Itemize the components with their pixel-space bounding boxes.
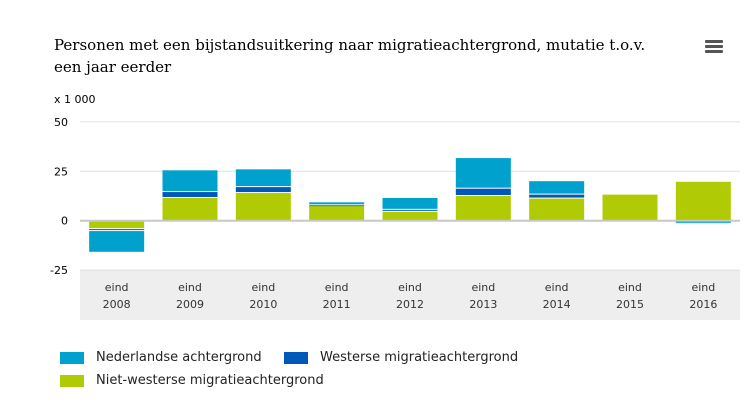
x-tick-label: 2015 [616, 298, 644, 311]
menu-icon[interactable] [705, 40, 723, 54]
legend-label: Nederlandse achtergrond [96, 350, 262, 365]
bar-niet-westerse-migratieachtergrond [382, 211, 438, 221]
legend-item[interactable]: Westerse migratieachtergrond [284, 350, 518, 365]
bar-nederlandse-achtergrond [235, 169, 291, 187]
x-tick-label: 2008 [103, 298, 131, 311]
bar-westerse-migratieachtergrond [309, 205, 365, 207]
x-tick-label: 2009 [176, 298, 204, 311]
y-tick-label: 50 [54, 116, 68, 129]
chart-title: Personen met een bijstandsuitkering naar… [54, 36, 646, 76]
x-tick-label: 2014 [543, 298, 571, 311]
x-tick-label: eind [178, 281, 202, 294]
bar-westerse-migratieachtergrond [89, 229, 145, 231]
bar-niet-westerse-migratieachtergrond [89, 221, 145, 229]
unit-label: x 1 000 [54, 93, 96, 106]
x-tick-label: eind [251, 281, 275, 294]
y-tick-label: -25 [50, 264, 68, 277]
x-tick-label: eind [105, 281, 129, 294]
legend-label: Westerse migratieachtergrond [320, 350, 519, 365]
x-tick-label: eind [618, 281, 642, 294]
bar-nederlandse-achtergrond [455, 158, 511, 188]
bar-niet-westerse-migratieachtergrond [455, 196, 511, 221]
x-axis-band [80, 270, 740, 320]
x-tick-label: 2010 [249, 298, 277, 311]
x-tick-label: 2012 [396, 298, 424, 311]
x-tick-label: 2013 [469, 298, 497, 311]
x-tick-label: eind [325, 281, 349, 294]
x-tick-label: 2011 [323, 298, 351, 311]
legend-swatch [60, 374, 84, 387]
x-tick-label: eind [398, 281, 422, 294]
bar-niet-westerse-migratieachtergrond [529, 198, 585, 221]
bar-westerse-migratieachtergrond [382, 209, 438, 211]
bar-westerse-migratieachtergrond [235, 187, 291, 193]
legend-swatch [60, 351, 84, 364]
bar-westerse-migratieachtergrond [455, 188, 511, 196]
x-tick-label: eind [691, 281, 715, 294]
bar-niet-westerse-migratieachtergrond [602, 194, 658, 221]
legend-item[interactable]: Nederlandse achtergrond [60, 350, 262, 365]
bar-nederlandse-achtergrond [382, 197, 438, 209]
bar-nederlandse-achtergrond [309, 202, 365, 205]
y-tick-label: 25 [54, 165, 68, 178]
bar-niet-westerse-migratieachtergrond [235, 193, 291, 221]
x-tick-label: eind [471, 281, 495, 294]
y-tick-label: 0 [61, 215, 68, 228]
bar-westerse-migratieachtergrond [529, 194, 585, 198]
bar-niet-westerse-migratieachtergrond [675, 181, 731, 221]
bar-nederlandse-achtergrond [675, 222, 731, 224]
bar-nederlandse-achtergrond [162, 170, 218, 192]
bar-westerse-migratieachtergrond [162, 192, 218, 197]
bar-niet-westerse-migratieachtergrond [309, 205, 365, 221]
bar-niet-westerse-migratieachtergrond [162, 197, 218, 221]
bar-nederlandse-achtergrond [89, 231, 145, 252]
bar-nederlandse-achtergrond [529, 181, 585, 194]
x-tick-label: 2016 [689, 298, 717, 311]
legend-item[interactable]: Niet-westerse migratieachtergrond [60, 373, 324, 388]
legend-swatch [284, 351, 308, 364]
x-tick-label: eind [545, 281, 569, 294]
legend-label: Niet-westerse migratieachtergrond [96, 373, 324, 388]
